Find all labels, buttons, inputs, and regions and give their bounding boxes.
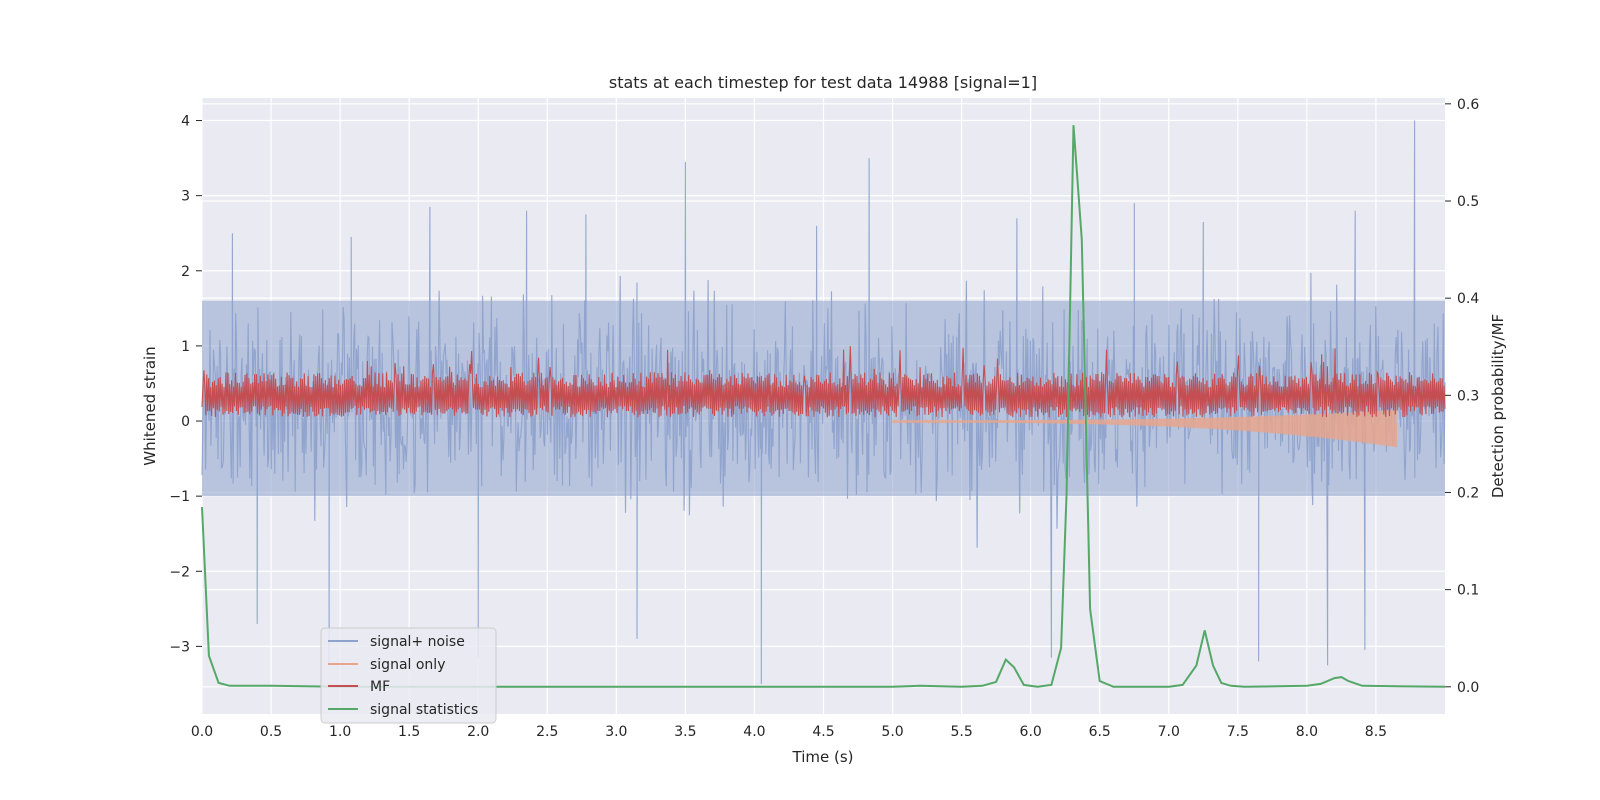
- series-signal-statistics: [201, 125, 1446, 688]
- y-tick-label: 4: [181, 114, 190, 130]
- legend: signal+ noise signal only MF signal stat…: [320, 627, 497, 724]
- legend-label-signal-noise: signal+ noise: [370, 634, 465, 650]
- y-tick-label: −2: [169, 564, 190, 580]
- x-tick-label: 3.0: [605, 724, 627, 740]
- y2-tick-label: 0.2: [1457, 485, 1479, 501]
- legend-label-signal-only: signal only: [370, 657, 445, 673]
- x-axis-label: Time (s): [792, 748, 854, 766]
- y2-tick-label: 0.3: [1457, 388, 1479, 404]
- x-tick-label: 7.5: [1227, 724, 1249, 740]
- y-tick-label: 3: [181, 189, 190, 205]
- series-mf: [201, 346, 1446, 418]
- legend-label-mf: MF: [370, 679, 390, 695]
- y-tick-label: 1: [181, 339, 190, 355]
- x-tick-label: 1.0: [329, 724, 351, 740]
- x-tick-label: 8.0: [1296, 724, 1318, 740]
- x-tick-label: 5.5: [950, 724, 972, 740]
- chart-title: stats at each timestep for test data 149…: [609, 73, 1037, 92]
- x-tick-label: 3.5: [674, 724, 696, 740]
- y-tick-label: 2: [181, 264, 190, 280]
- x-tick-label: 4.0: [743, 724, 765, 740]
- x-tick-label: 6.0: [1020, 724, 1042, 740]
- x-tick-label: 0.0: [191, 724, 213, 740]
- mf-line: [201, 346, 1446, 418]
- legend-label-signal-statistics: signal statistics: [370, 702, 478, 718]
- x-tick-label: 2.0: [467, 724, 489, 740]
- series-signal-only: [892, 409, 1398, 448]
- y-tick-label: −1: [169, 489, 190, 505]
- y2-tick-label: 0.6: [1457, 97, 1479, 113]
- y2-tick-label: 0.1: [1457, 583, 1479, 599]
- x-tick-label: 1.5: [398, 724, 420, 740]
- y-tick-label: 0: [181, 414, 190, 430]
- x-tick-label: 7.0: [1158, 724, 1180, 740]
- y-axis-label: Whitened strain: [141, 346, 159, 465]
- x-tick-label: 5.0: [881, 724, 903, 740]
- signal-only-line: [892, 409, 1398, 448]
- y2-tick-label: 0.0: [1457, 680, 1479, 696]
- x-tick-label: 6.5: [1089, 724, 1111, 740]
- x-tick-label: 0.5: [260, 724, 282, 740]
- x-tick-label: 2.5: [536, 724, 558, 740]
- ticks: 0.0 0.5 1.0 1.5 2.0 2.5 3.0 3.5 4.0 4.5 5.0 5.5 6.0 6…: [169, 97, 1479, 740]
- x-tick-label: 4.5: [812, 724, 834, 740]
- signal-statistics-line: [201, 125, 1446, 688]
- y2-tick-label: 0.5: [1457, 194, 1479, 210]
- y2-axis-label: Detection probability/MF: [1489, 314, 1507, 498]
- y-tick-label: −3: [169, 639, 190, 655]
- y2-tick-label: 0.4: [1457, 291, 1479, 307]
- x-tick-label: 8.5: [1365, 724, 1387, 740]
- legend-box: [320, 627, 497, 724]
